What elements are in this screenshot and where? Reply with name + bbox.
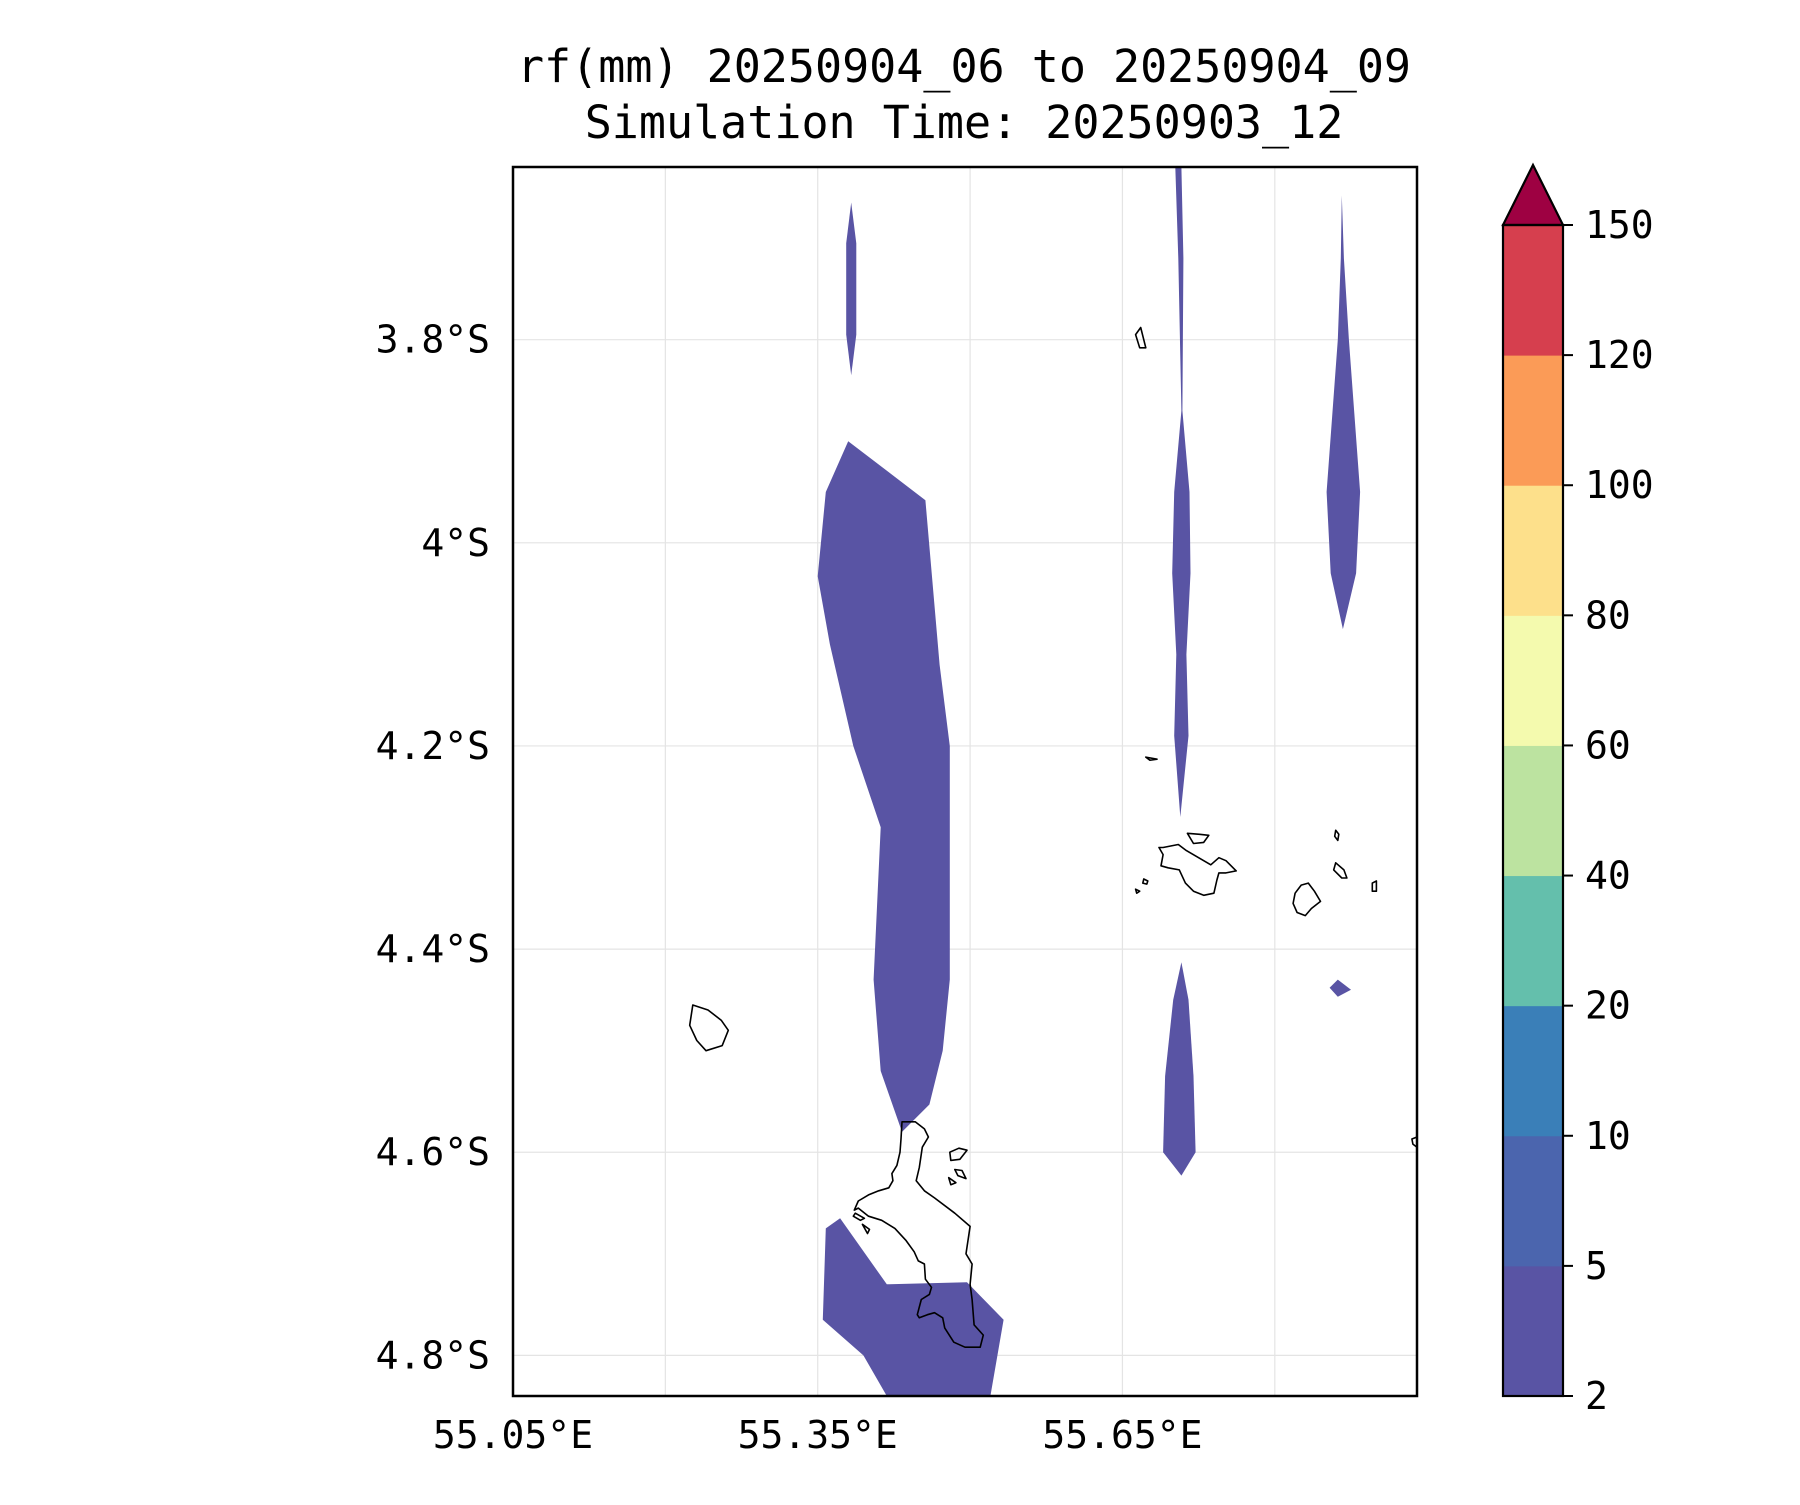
colorbar-label-5: 5 — [1585, 1244, 1608, 1288]
y-tick-label-5: 4.8°S — [376, 1333, 490, 1377]
y-tick-label-3: 4.4°S — [376, 927, 490, 971]
y-tick-label-1: 4°S — [421, 521, 490, 565]
coastlines — [688, 326, 1417, 1348]
coastline-praslin-island — [1158, 843, 1237, 897]
coastline-east-edge-islet — [1411, 1136, 1417, 1148]
colorbar-segment-10-20 — [1503, 1005, 1563, 1137]
rain-region-far-east-band — [1326, 195, 1361, 630]
coastline-cerf-islet — [953, 1168, 967, 1180]
coastline-mahe-island — [853, 1121, 985, 1348]
coastline-conception-islet — [861, 1223, 871, 1235]
colorbar-frame — [1501, 223, 1565, 1398]
colorbar-segment-20-40 — [1503, 875, 1563, 1007]
rainfall-contours — [817, 167, 1361, 1396]
coastline-northwest-islet — [1134, 326, 1147, 349]
colorbar-segment-40-60 — [1503, 745, 1563, 877]
coastline-curieuse-island — [1186, 832, 1210, 845]
plot-frame — [511, 165, 1419, 1398]
colorbar-label-2: 2 — [1585, 1374, 1608, 1418]
coastline-ste-anne-islet — [948, 1147, 968, 1162]
colorbar-label-60: 60 — [1585, 723, 1631, 767]
rain-region-central-band — [817, 441, 950, 1132]
colorbar: 2 5 10 20 40 60 80 100 120 150 — [1501, 162, 1654, 1418]
rain-region-southeast-cell — [1163, 962, 1196, 1176]
coastline-cousin-islet — [1134, 888, 1141, 895]
coastline-felicite-island — [1332, 861, 1348, 879]
colorbar-label-80: 80 — [1585, 593, 1631, 637]
coastline-moyenne-islet — [947, 1176, 957, 1186]
y-tick-label-0: 3.8°S — [376, 318, 490, 362]
x-tick-label-2: 55.65°E — [1042, 1413, 1202, 1457]
coastline-silhouette-island — [688, 1004, 730, 1052]
coastline-la-digue-island — [1292, 882, 1322, 917]
colorbar-segment-120-150 — [1503, 225, 1563, 356]
coastline-east-islet — [1371, 880, 1378, 893]
x-axis-ticks: 55.05°E 55.35°E 55.65°E — [433, 1413, 1203, 1457]
y-axis-ticks: 3.8°S 4°S 4.2°S 4.4°S 4.6°S 4.8°S — [376, 318, 490, 1378]
colorbar-segment-100-120 — [1503, 355, 1563, 486]
colorbar-label-100: 100 — [1585, 463, 1654, 507]
colorbar-segment-80-100 — [1503, 485, 1563, 616]
rain-region-southern-cell — [822, 1218, 1004, 1396]
colorbar-extend-arrow — [1501, 162, 1565, 227]
coastline-small-islet-west — [1142, 878, 1149, 885]
x-tick-label-0: 55.05°E — [433, 1413, 593, 1457]
colorbar-segment-2-5 — [1503, 1265, 1563, 1397]
coastline-felicite-north-islet — [1333, 829, 1340, 842]
colorbar-label-20: 20 — [1585, 984, 1631, 1028]
rain-region-north-narrow-cell — [846, 202, 857, 376]
colorbar-label-150: 150 — [1585, 203, 1654, 247]
rain-region-small-east-cell — [1329, 979, 1351, 997]
coastline-therese-islet — [852, 1212, 866, 1222]
y-tick-label-2: 4.2°S — [376, 724, 490, 768]
colorbar-segment-60-80 — [1503, 615, 1563, 746]
chart-title: rf(mm) 20250904_06 to 20250904_09 — [517, 40, 1411, 93]
coastline-north-small-islet — [1145, 756, 1158, 762]
y-tick-label-4: 4.6°S — [376, 1130, 490, 1174]
colorbar-label-10: 10 — [1585, 1114, 1631, 1158]
colorbar-label-120: 120 — [1585, 333, 1654, 377]
colorbar-label-40: 40 — [1585, 854, 1631, 898]
rain-region-eastern-narrow-band — [1172, 167, 1191, 817]
colorbar-segment-5-10 — [1503, 1135, 1563, 1267]
chart-subtitle: Simulation Time: 20250903_12 — [585, 96, 1344, 149]
x-tick-label-1: 55.35°E — [738, 1413, 898, 1457]
gridlines — [513, 167, 1417, 1396]
